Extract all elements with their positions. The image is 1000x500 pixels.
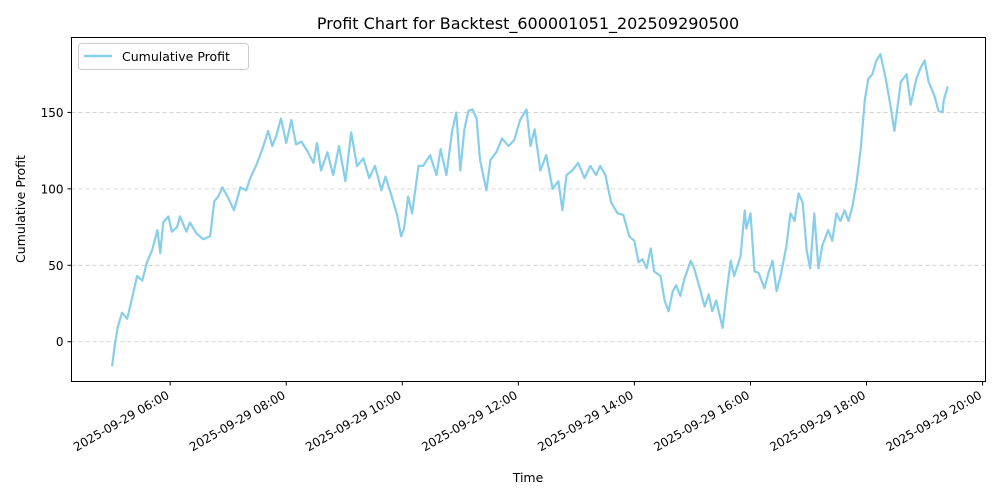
x-axis-ticks: 2025-09-29 06:00 2025-09-29 08:00 2025-09-… [71,381,984,454]
x-tick-label: 2025-09-29 20:00 [883,388,984,454]
y-gridlines [71,112,986,343]
y-tick-label: 0 [56,335,64,349]
plot-area-frame [71,37,986,382]
legend-box [78,43,249,70]
cumulative-profit-line [111,53,949,367]
y-axis-label: Cumulative Profit [13,155,28,263]
x-tick-label: 2025-09-29 12:00 [419,388,520,454]
legend: Cumulative Profit [78,43,249,70]
x-tick-label: 2025-09-29 16:00 [651,388,752,454]
x-tick-label: 2025-09-29 06:00 [71,388,172,454]
x-tick-label: 2025-09-29 10:00 [303,388,404,454]
x-tick-label: 2025-09-29 08:00 [187,388,288,454]
chart-title: Profit Chart for Backtest_600001051_2025… [317,14,739,34]
x-axis-label: Time [512,470,544,485]
x-tick-label: 2025-09-29 18:00 [767,388,868,454]
y-axis-ticks: 0 50 100 150 [41,106,72,349]
legend-label: Cumulative Profit [122,49,230,64]
y-tick-label: 150 [41,106,64,120]
y-tick-label: 100 [41,182,64,196]
y-tick-label: 50 [48,259,63,273]
x-tick-label: 2025-09-29 14:00 [535,388,636,454]
